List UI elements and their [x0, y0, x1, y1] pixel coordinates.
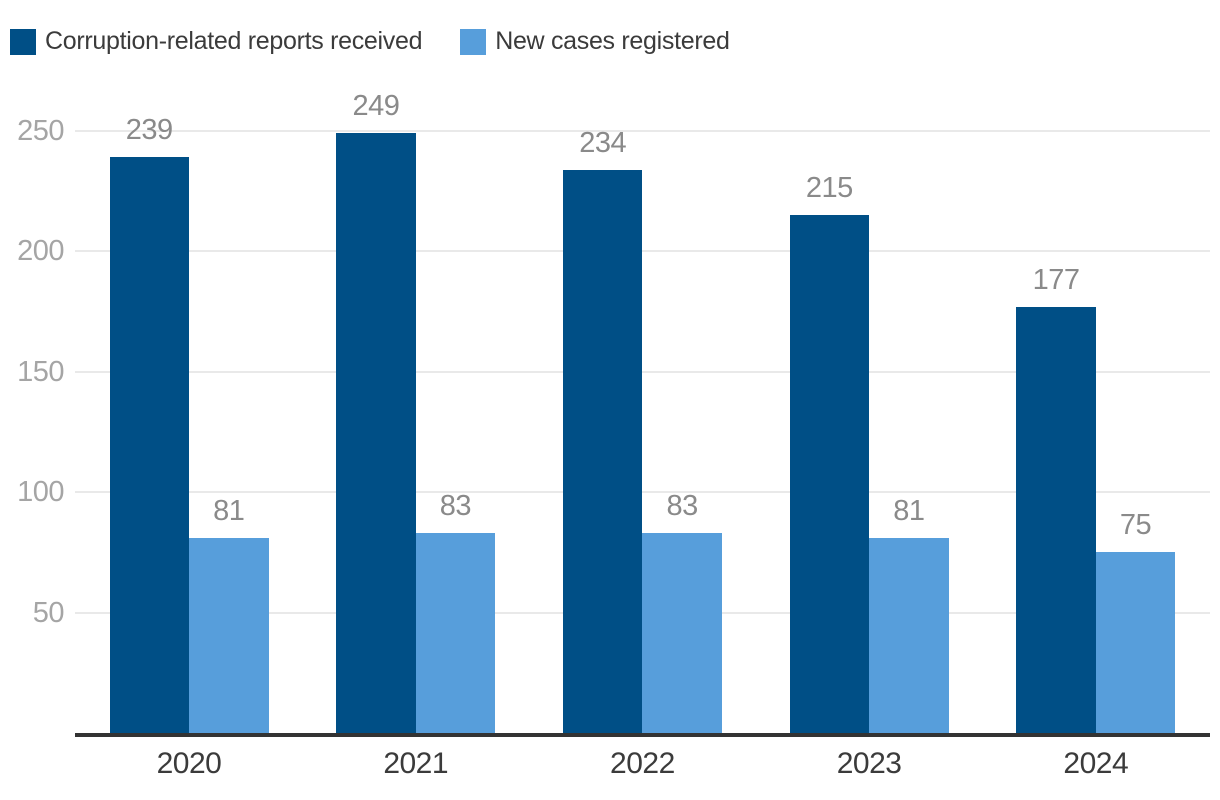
x-axis-label-2024: 2024 — [1063, 747, 1129, 780]
bar-reports-2020 — [109, 157, 189, 733]
chart-legend: Corruption-related reports received New … — [10, 27, 730, 56]
legend-item-cases: New cases registered — [460, 27, 730, 56]
value-label-reports-2023: 215 — [805, 172, 853, 205]
bar-cases-2022 — [642, 533, 722, 733]
legend-item-reports: Corruption-related reports received — [10, 27, 422, 56]
y-axis-tick-50: 50 — [32, 596, 65, 629]
bar-reports-2024 — [1016, 306, 1096, 733]
bar-reports-2023 — [789, 215, 870, 733]
value-label-reports-2024: 177 — [1032, 263, 1080, 296]
gridline-250 — [75, 130, 1210, 132]
x-axis-line — [75, 733, 1210, 737]
legend-label-cases: New cases registered — [495, 27, 730, 55]
x-axis-label-2023: 2023 — [836, 747, 902, 780]
gridline-100 — [75, 491, 1210, 494]
bar-reports-2021 — [336, 133, 416, 733]
y-axis-tick-250: 250 — [17, 115, 64, 147]
x-axis-label-2022: 2022 — [610, 747, 675, 780]
y-axis-tick-100: 100 — [17, 476, 64, 509]
value-label-cases-2023: 81 — [893, 494, 925, 527]
bar-cases-2023 — [869, 537, 949, 733]
gridline-200 — [75, 250, 1210, 253]
legend-label-reports: Corruption-related reports received — [45, 27, 423, 55]
legend-swatch-cases-icon — [460, 28, 487, 55]
y-axis-tick-200: 200 — [17, 235, 64, 268]
value-label-cases-2020: 81 — [213, 494, 245, 527]
x-axis-label-2020: 2020 — [156, 747, 222, 780]
value-label-reports-2021: 249 — [352, 90, 400, 123]
value-label-reports-2022: 234 — [579, 126, 627, 159]
bar-reports-2022 — [562, 169, 643, 733]
value-label-cases-2024: 75 — [1119, 509, 1152, 542]
legend-swatch-reports-icon — [10, 28, 36, 55]
bar-cases-2024 — [1095, 552, 1176, 733]
value-label-cases-2021: 83 — [439, 490, 472, 523]
y-axis-tick-150: 150 — [17, 355, 64, 388]
bar-cases-2021 — [415, 533, 496, 733]
value-label-cases-2022: 83 — [666, 490, 699, 523]
x-axis-label-2021: 2021 — [383, 747, 449, 780]
value-label-reports-2020: 239 — [125, 114, 173, 147]
gridline-150 — [75, 370, 1210, 373]
bar-cases-2020 — [189, 537, 269, 733]
